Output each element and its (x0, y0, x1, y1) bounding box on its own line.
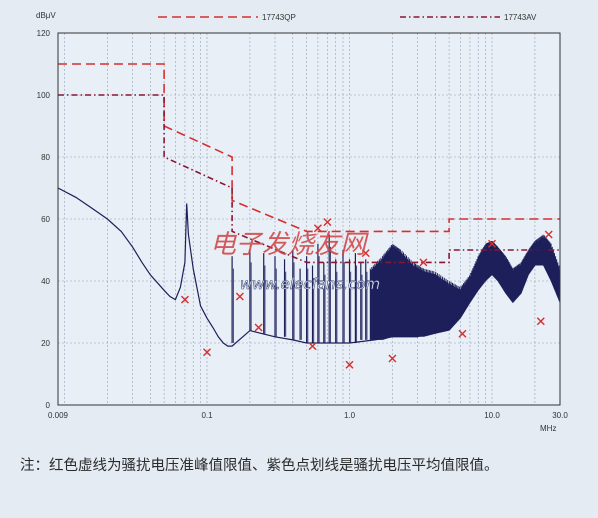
watermark: 电子发烧友网 www.elecfans.com (210, 230, 380, 293)
watermark-chinese: 电子发烧友网 (210, 230, 369, 260)
legend-label-17743QP: 17743QP (262, 13, 296, 22)
measurement-marker (254, 323, 263, 332)
figure-caption: 注：红色虚线为骚扰电压准峰值限值、紫色点划线是骚扰电压平均值限值。 (20, 458, 499, 474)
x-unit-label: MHz (540, 424, 556, 433)
legend-label-17743AV: 17743AV (504, 13, 537, 22)
x-tick-label: 0.1 (201, 411, 213, 420)
y-tick-label: 20 (41, 339, 50, 348)
measurement-marker (323, 218, 332, 227)
measurement-marker (458, 329, 467, 338)
markers (180, 218, 553, 369)
legend: 17743QP 17743AV (158, 13, 537, 22)
x-tick-label: 30.0 (552, 411, 568, 420)
watermark-english: www.elecfans.com (240, 275, 380, 293)
y-tick-label: 0 (46, 401, 51, 410)
series-measured (57, 187, 561, 347)
measurement-marker (361, 249, 370, 258)
measurement-marker (488, 239, 497, 248)
measurement-marker (544, 230, 553, 239)
measurement-marker (419, 258, 428, 267)
measurement-marker (235, 292, 244, 301)
y-unit-label: dBμV (36, 11, 56, 20)
series-lines (57, 63, 561, 347)
series-17743AV (58, 94, 560, 264)
y-tick-label: 120 (37, 29, 51, 38)
axes: 0 20 40 60 80 100 0.009 0.1 1.0 10.0 30.0 120 (37, 29, 569, 420)
measurement-marker (313, 224, 322, 233)
emi-chart: 0 20 40 60 80 100 0.009 0.1 1.0 10.0 30.0 120 17743… (36, 11, 569, 433)
y-tick-label: 60 (41, 215, 50, 224)
x-tick-label: 1.0 (344, 411, 356, 420)
measurement-marker (536, 317, 545, 326)
y-tick-label: 80 (41, 153, 50, 162)
axes-frame (57, 32, 561, 406)
measurement-marker (345, 360, 354, 369)
measurement-marker (388, 354, 397, 363)
y-tick-label: 40 (41, 277, 50, 286)
measurement-marker (308, 342, 317, 351)
x-tick-label: 10.0 (484, 411, 500, 420)
measurement-marker (180, 295, 189, 304)
y-tick-label: 100 (37, 91, 51, 100)
series-17743QP (58, 63, 560, 233)
x-tick-label: 0.009 (48, 411, 69, 420)
measurement-marker (203, 348, 212, 357)
